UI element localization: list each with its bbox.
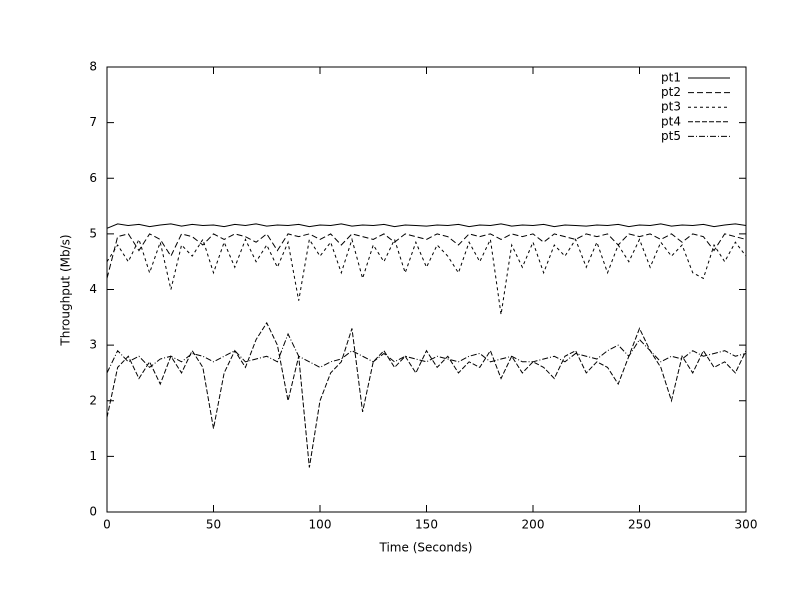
plot-frame xyxy=(106,66,747,513)
series-line xyxy=(106,321,747,468)
y-tick-label: 2 xyxy=(89,393,97,407)
x-tick-label: 100 xyxy=(309,518,332,532)
legend-label: pt5 xyxy=(661,129,681,143)
legend-label: pt4 xyxy=(661,114,681,128)
series-line xyxy=(106,223,747,229)
y-axis-label: Throughput (Mb/s) xyxy=(59,234,73,346)
y-tick-label: 3 xyxy=(89,338,97,352)
x-tick-label: 300 xyxy=(735,518,758,532)
y-tick-label: 4 xyxy=(89,282,97,296)
legend-label: pt1 xyxy=(661,71,681,85)
legend-label: pt3 xyxy=(661,100,681,114)
legend-label: pt2 xyxy=(661,85,681,99)
x-tick-label: 250 xyxy=(628,518,651,532)
series-line xyxy=(106,233,747,279)
y-tick-label: 7 xyxy=(89,115,97,129)
y-tick-label: 0 xyxy=(89,505,97,519)
x-tick-label: 200 xyxy=(522,518,545,532)
x-tick-label: 0 xyxy=(103,518,111,532)
y-tick-label: 8 xyxy=(89,60,97,74)
y-tick-label: 1 xyxy=(89,449,97,463)
y-tick-label: 6 xyxy=(89,171,97,185)
y-tick-label: 5 xyxy=(89,226,97,240)
x-tick-label: 50 xyxy=(206,518,221,532)
x-axis-label: Time (Seconds) xyxy=(379,541,473,555)
series-line xyxy=(106,237,747,315)
x-tick-label: 150 xyxy=(415,518,438,532)
series-line xyxy=(106,332,747,374)
